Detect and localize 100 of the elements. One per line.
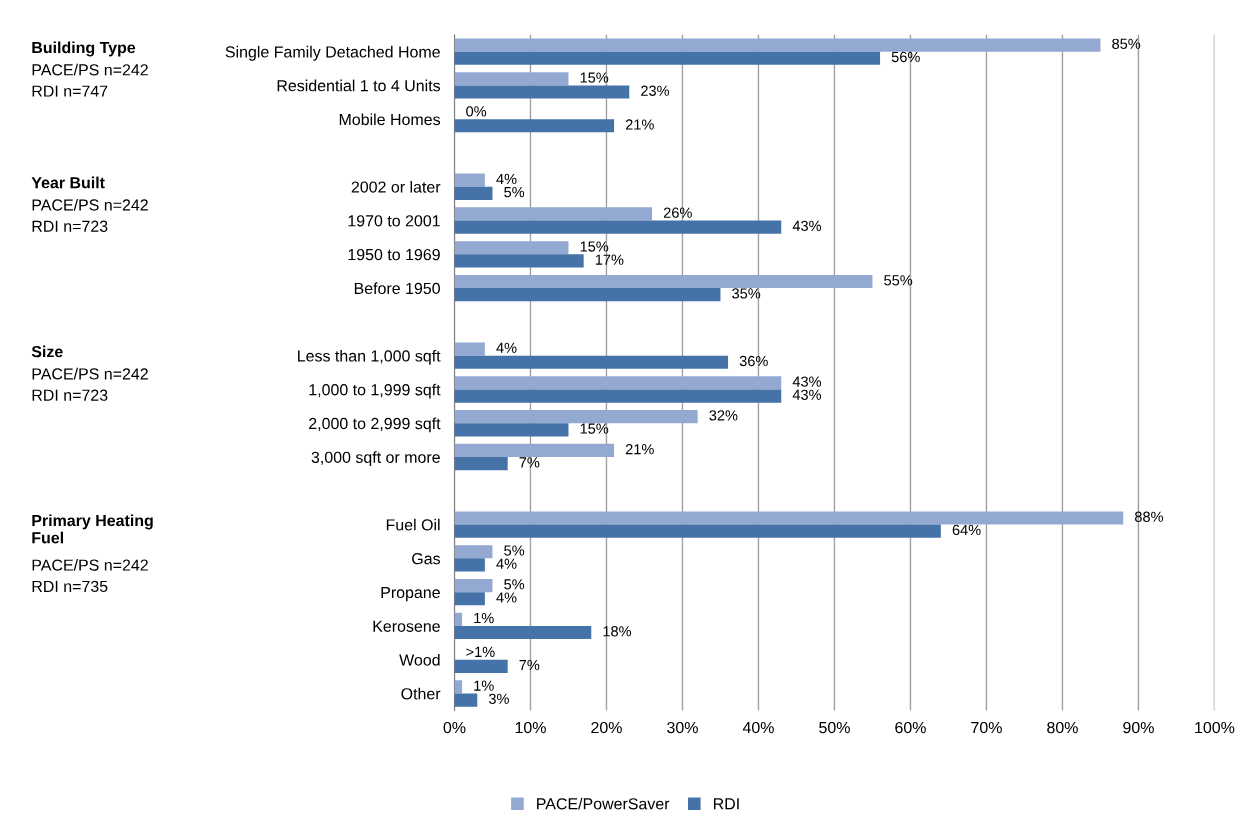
text: Primary Heating Fuel bbox=[32, 514, 153, 544]
bar bbox=[454, 376, 782, 390]
data-label: 21% bbox=[625, 119, 654, 130]
bar bbox=[454, 524, 941, 538]
x-tick-label: 20% bbox=[591, 721, 622, 734]
text: PACE/PS n=242 RDI n=723 bbox=[32, 198, 148, 232]
data-label: 4% bbox=[496, 558, 517, 569]
text: PACE/PS n=242 RDI n=723 bbox=[32, 367, 148, 401]
bar bbox=[454, 612, 463, 626]
y-tick-label: 2,000 to 2,999 sqft bbox=[309, 417, 441, 433]
bar bbox=[454, 693, 478, 707]
x-tick-label: 90% bbox=[1123, 721, 1154, 734]
data-label: 18% bbox=[603, 626, 632, 637]
bar bbox=[454, 659, 508, 673]
data-label: 15% bbox=[580, 241, 609, 252]
y-tick-label: Single Family Detached Home bbox=[225, 45, 440, 61]
data-label: 56% bbox=[891, 51, 920, 63]
data-label: 17% bbox=[595, 254, 624, 265]
data-label: 64% bbox=[952, 524, 981, 536]
data-label: 32% bbox=[709, 410, 738, 421]
data-label: 23% bbox=[641, 85, 670, 96]
data-label: 5% bbox=[504, 545, 525, 556]
y-tick-label: Wood bbox=[399, 653, 440, 666]
data-label: 26% bbox=[663, 207, 692, 218]
data-label: 15% bbox=[580, 72, 609, 83]
bar bbox=[454, 85, 630, 99]
data-label: 43% bbox=[792, 220, 822, 232]
bar bbox=[454, 241, 569, 255]
x-tick-label: 80% bbox=[1047, 721, 1078, 734]
data-label: 4% bbox=[496, 342, 517, 353]
x-tick-label: 30% bbox=[667, 721, 698, 734]
bar bbox=[454, 578, 493, 593]
y-tick-label: Kerosene bbox=[373, 620, 440, 632]
legend-label: PACE/PowerSaver bbox=[537, 797, 670, 810]
bar bbox=[454, 511, 1124, 525]
y-tick-label: Residential 1 to 4 Units bbox=[277, 79, 441, 92]
bar bbox=[454, 545, 493, 559]
x-tick-label: 60% bbox=[895, 721, 926, 734]
bar bbox=[454, 625, 592, 640]
bar bbox=[454, 72, 569, 86]
text: Building Type bbox=[32, 41, 136, 57]
bar bbox=[454, 443, 615, 458]
x-tick-label: 50% bbox=[819, 721, 850, 734]
y-tick-label: 1950 to 1969 bbox=[348, 248, 440, 261]
data-label: 1% bbox=[474, 613, 494, 624]
bar bbox=[454, 288, 721, 302]
bar bbox=[454, 389, 782, 403]
text: PACE/PS n=242 RDI n=747 bbox=[32, 63, 148, 97]
bar bbox=[454, 51, 881, 65]
data-label: 4% bbox=[496, 173, 517, 185]
data-label: 15% bbox=[580, 423, 609, 434]
data-label: 7% bbox=[519, 457, 540, 468]
y-tick-label: Other bbox=[401, 687, 441, 700]
data-label: 4% bbox=[496, 592, 517, 603]
bar bbox=[454, 119, 615, 133]
data-label: 35% bbox=[732, 288, 761, 299]
bar bbox=[454, 423, 569, 437]
data-label: 21% bbox=[625, 444, 654, 455]
y-tick-label: 2002 or later bbox=[351, 180, 441, 193]
bar bbox=[454, 592, 485, 606]
x-tick-label: 40% bbox=[742, 721, 774, 734]
x-tick-label: 70% bbox=[971, 721, 1002, 734]
bar bbox=[454, 220, 782, 234]
data-label: 85% bbox=[1112, 38, 1141, 49]
bar bbox=[454, 186, 493, 200]
bar bbox=[454, 38, 1101, 52]
data-label: 1% bbox=[474, 680, 494, 691]
y-tick-label: 1970 to 2001 bbox=[348, 215, 440, 227]
bar bbox=[454, 254, 584, 268]
data-label: 3% bbox=[488, 693, 509, 704]
legend-label: RDI bbox=[713, 798, 739, 810]
y-tick-label: 3,000 sqft or more bbox=[311, 451, 440, 467]
y-tick-label: Fuel Oil bbox=[386, 518, 440, 531]
bar bbox=[454, 274, 873, 289]
text: Size bbox=[31, 345, 63, 358]
data-label: 5% bbox=[504, 187, 525, 198]
data-label: 36% bbox=[739, 355, 768, 367]
data-label: 5% bbox=[504, 579, 525, 590]
data-label: 43% bbox=[792, 389, 822, 400]
bar bbox=[454, 342, 485, 356]
data-label: 55% bbox=[884, 275, 913, 286]
bar bbox=[454, 680, 463, 694]
data-label: 88% bbox=[1134, 511, 1164, 522]
bar bbox=[454, 355, 729, 369]
data-label: 0% bbox=[466, 106, 487, 117]
bar bbox=[454, 207, 653, 221]
x-tick-label: 0% bbox=[443, 721, 466, 734]
data-label: 43% bbox=[792, 376, 822, 387]
y-tick-label: Gas bbox=[412, 553, 441, 565]
data-label: 7% bbox=[519, 659, 540, 671]
y-tick-label: Mobile Homes bbox=[339, 113, 441, 126]
bar bbox=[454, 173, 485, 187]
bar bbox=[454, 410, 698, 424]
text: Year Built bbox=[31, 176, 105, 189]
data-label: >1% bbox=[466, 646, 495, 657]
x-tick-label: 10% bbox=[515, 721, 546, 734]
bar bbox=[454, 558, 485, 572]
text: PACE/PS n=242 RDI n=735 bbox=[32, 559, 148, 593]
y-tick-label: Propane bbox=[381, 586, 440, 602]
y-tick-label: Less than 1,000 sqft bbox=[298, 349, 441, 365]
